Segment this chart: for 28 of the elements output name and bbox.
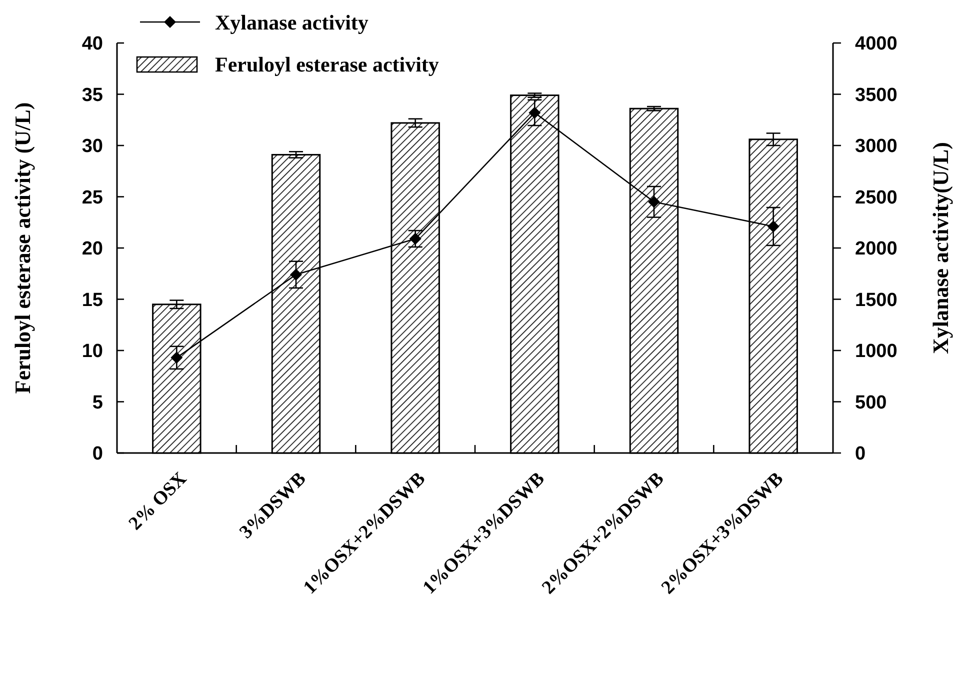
y2-tick-label: 2500 <box>855 187 898 208</box>
y-tick-label: 10 <box>82 341 103 362</box>
y2-tick-label: 1000 <box>855 341 898 362</box>
point <box>648 196 660 208</box>
point <box>170 352 183 364</box>
legend-label: Xylanase activity <box>215 10 369 34</box>
y2-tick-label: 3500 <box>855 84 898 106</box>
y-tick-label: 15 <box>82 290 104 311</box>
y-tick-label: 30 <box>82 136 103 158</box>
y-tick-label: 0 <box>92 444 103 465</box>
y2-tick-label: 0 <box>855 444 866 465</box>
y2-axis-title: Xylanase activity(U/L) <box>928 142 953 354</box>
y2-tick-label: 3000 <box>855 136 898 158</box>
y-axis-title: Feruloyl esterase activity (U/L) <box>10 102 35 394</box>
y-tick-label: 25 <box>82 187 104 208</box>
y2-tick-label: 500 <box>855 392 887 414</box>
y-tick-label: 5 <box>92 392 104 414</box>
point <box>409 232 422 245</box>
point <box>767 220 780 232</box>
point <box>290 268 302 281</box>
y2-tick-label: 2000 <box>855 238 898 260</box>
y-tick-label: 20 <box>82 238 103 260</box>
y2-tick-label: 1500 <box>855 290 898 311</box>
legend-label: Feruloyl esterase activity <box>215 52 440 76</box>
y-tick-label: 35 <box>82 84 104 106</box>
y-tick-label: 40 <box>82 34 103 55</box>
point <box>528 106 541 119</box>
y2-tick-label: 4000 <box>855 34 898 55</box>
